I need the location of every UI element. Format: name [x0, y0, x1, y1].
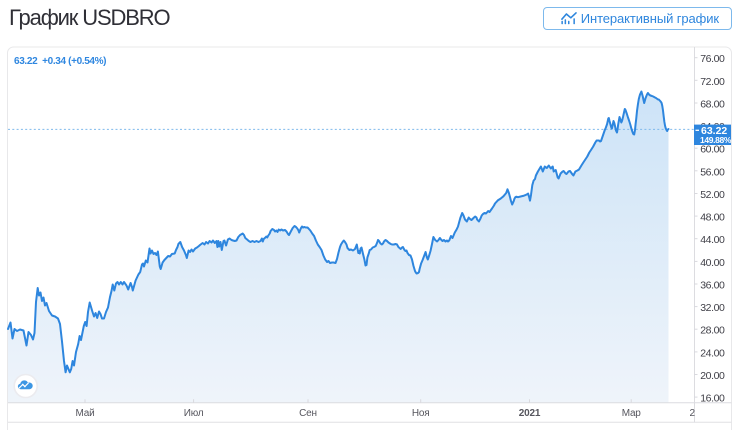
svg-text:Сен: Сен [299, 408, 317, 419]
svg-text:32.00: 32.00 [700, 302, 725, 314]
svg-text:24.00: 24.00 [700, 347, 725, 359]
svg-text:76.00: 76.00 [700, 53, 725, 65]
svg-text:63.22 +0.34 (+0.54%): 63.22 +0.34 (+0.54%) [14, 56, 106, 67]
svg-text:72.00: 72.00 [700, 76, 725, 88]
svg-text:60.00: 60.00 [700, 144, 725, 156]
svg-text:Мар: Мар [622, 408, 642, 419]
svg-text:63.22: 63.22 [701, 125, 727, 137]
svg-text:28.00: 28.00 [700, 325, 725, 337]
svg-text:68.00: 68.00 [700, 99, 725, 111]
svg-text:Ноя: Ноя [412, 408, 430, 419]
svg-text:48.00: 48.00 [700, 212, 725, 224]
svg-text:149.88%: 149.88% [700, 135, 732, 145]
svg-text:20.00: 20.00 [700, 370, 725, 382]
svg-text:52.00: 52.00 [700, 189, 725, 201]
svg-text:2021: 2021 [519, 408, 541, 419]
svg-text:56.00: 56.00 [700, 166, 725, 178]
svg-text:2: 2 [690, 408, 696, 419]
svg-text:Май: Май [76, 408, 95, 419]
svg-text:16.00: 16.00 [700, 393, 725, 405]
svg-text:Июл: Июл [184, 408, 204, 419]
svg-text:36.00: 36.00 [700, 280, 725, 292]
svg-text:44.00: 44.00 [700, 234, 725, 246]
svg-text:40.00: 40.00 [700, 257, 725, 269]
